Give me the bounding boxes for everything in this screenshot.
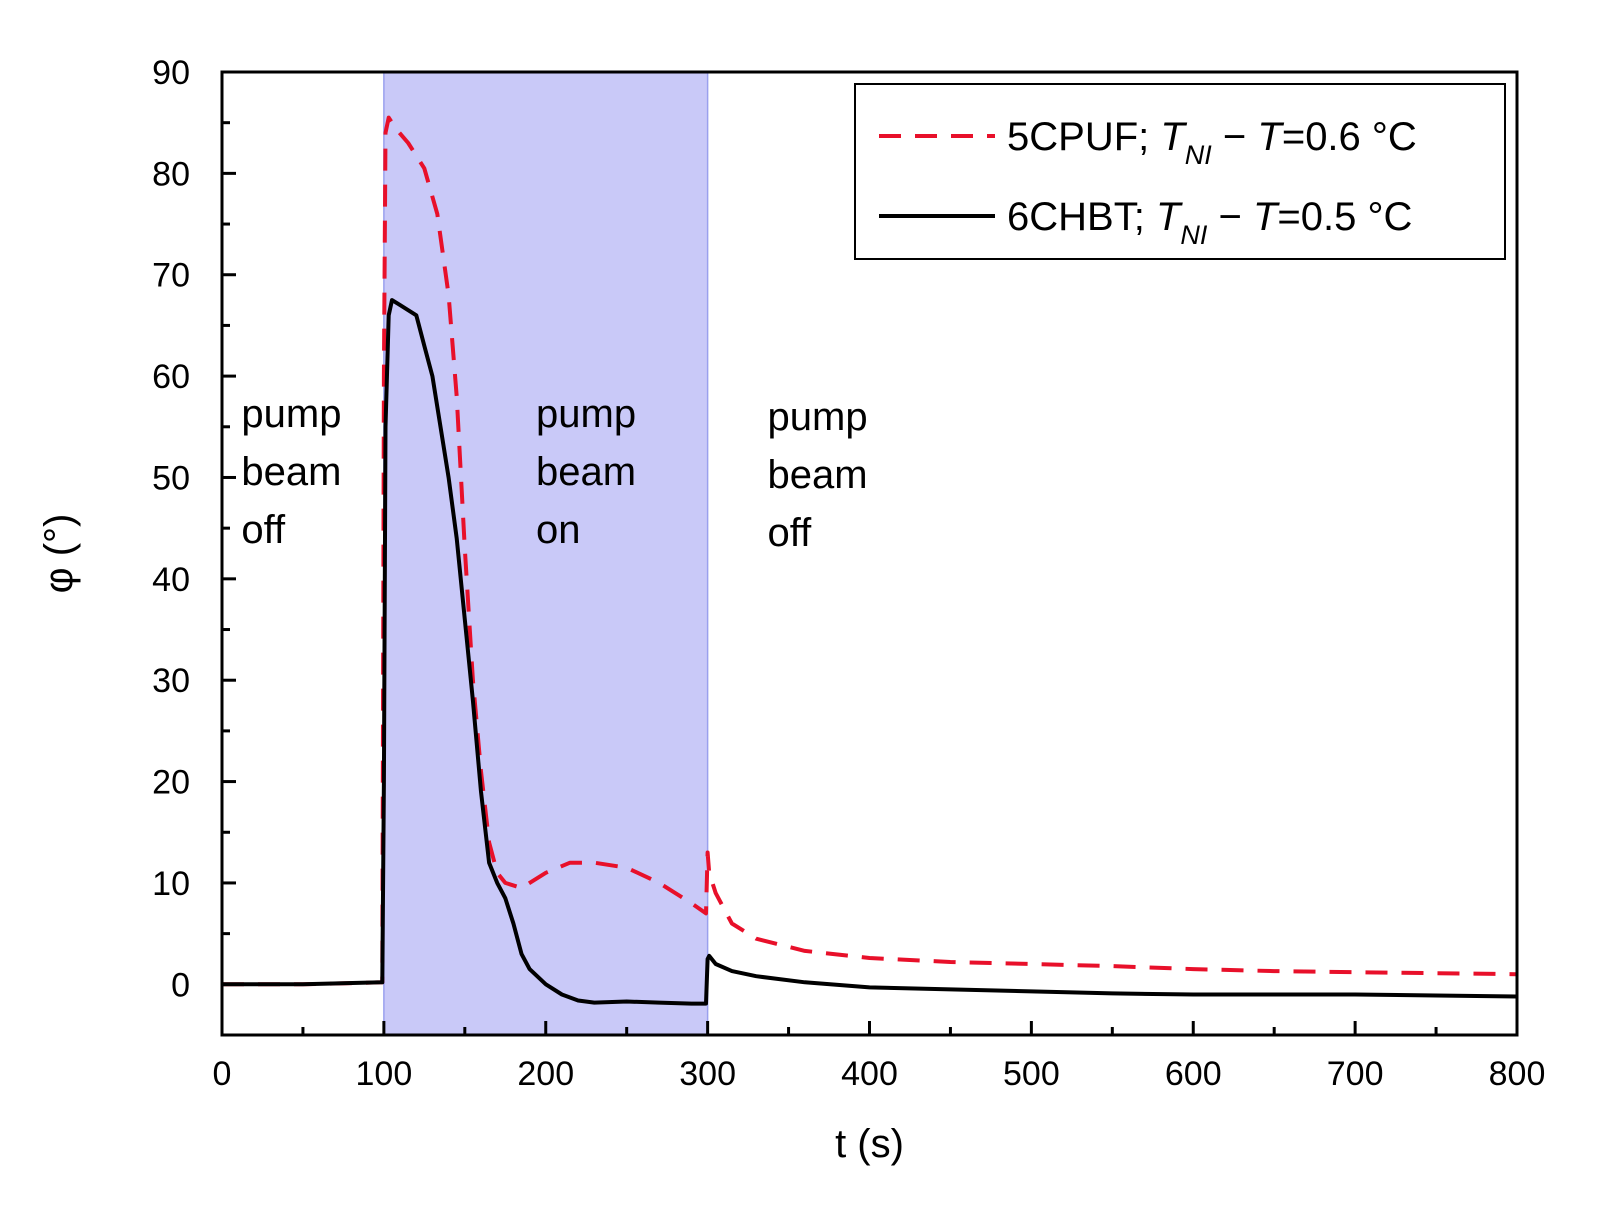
legend-prefix: 6CHBT; [1007, 195, 1156, 239]
annotation-line: pump [241, 392, 341, 436]
y-axis-title: φ (°) [37, 514, 81, 594]
annotation-1: pump beam off [241, 392, 341, 552]
y-tick-label: 10 [152, 865, 190, 903]
annotation-line: off [241, 508, 286, 552]
y-tick-label: 30 [152, 662, 190, 700]
legend-T: T [1160, 115, 1187, 159]
x-tick-label: 400 [841, 1055, 898, 1093]
y-tick-label: 50 [152, 459, 190, 497]
legend-T: T [1156, 195, 1183, 239]
annotation-line: on [536, 508, 581, 552]
legend-T2: T [1253, 195, 1280, 239]
y-tick-label: 60 [152, 358, 190, 396]
legend-minus: − [1212, 115, 1258, 159]
y-tick-label: 90 [152, 54, 190, 92]
annotation-line: beam [536, 450, 636, 494]
y-tick-label: 40 [152, 561, 190, 599]
legend-value: =0.6 °C [1282, 115, 1417, 159]
annotation-2: pump beam on [536, 392, 636, 552]
legend-subscript: NI [1185, 140, 1212, 170]
legend-label-5cpuf: 5CPUF; TNI − T=0.6 °C [1007, 115, 1417, 170]
annotation-line: beam [241, 450, 341, 494]
pump-on-region [383, 72, 708, 1035]
x-tick-label: 200 [517, 1055, 574, 1093]
y-tick-label: 70 [152, 257, 190, 295]
annotation-line: off [768, 511, 813, 555]
x-tick-label: 100 [356, 1055, 413, 1093]
plot-area [222, 72, 1517, 1035]
x-tick-label: 800 [1489, 1055, 1546, 1093]
legend-subscript: NI [1180, 220, 1207, 250]
legend-T2: T [1257, 115, 1284, 159]
x-tick-label: 0 [213, 1055, 232, 1093]
annotation-line: pump [536, 392, 636, 436]
legend-prefix: 5CPUF; [1007, 115, 1160, 159]
x-tick-label: 300 [679, 1055, 736, 1093]
annotation-3: pump beam off [768, 395, 868, 555]
y-tick-label: 80 [152, 155, 190, 193]
axes: 0 100 200 300 400 500 600 700 800 0 10 20 30 40 50 60 70… [37, 54, 1545, 1166]
legend-label-6chbt: 6CHBT; TNI − T=0.5 °C [1007, 195, 1412, 250]
legend-value: =0.5 °C [1277, 195, 1412, 239]
annotation-line: pump [768, 395, 868, 439]
y-tick-label: 0 [171, 966, 190, 1004]
annotations: pump beam off pump beam on pump beam off [241, 392, 867, 555]
annotation-line: beam [768, 453, 868, 497]
series-line-5cpuf [222, 115, 1517, 987]
series-line-6chbt [222, 298, 1517, 1006]
x-tick-label: 600 [1165, 1055, 1222, 1093]
x-tick-label: 700 [1327, 1055, 1384, 1093]
x-tick-label: 500 [1003, 1055, 1060, 1093]
legend-minus: − [1207, 195, 1253, 239]
y-tick-label: 20 [152, 764, 190, 802]
legend-box [854, 83, 1506, 260]
x-axis-title: t (s) [835, 1122, 904, 1166]
